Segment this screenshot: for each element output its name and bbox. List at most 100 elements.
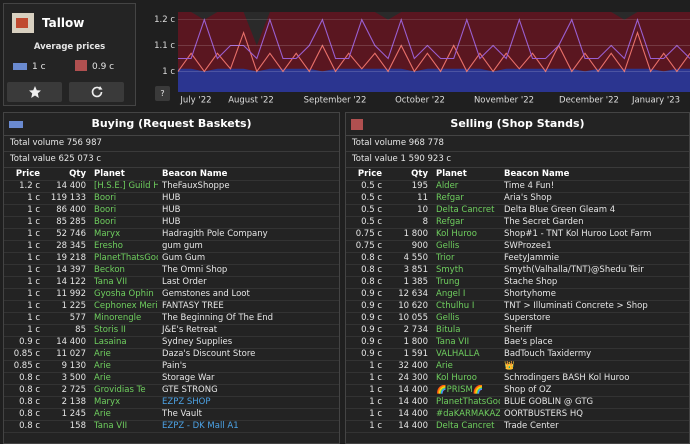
order-row: 0.9 c12 634Angel IShortyhome bbox=[346, 289, 689, 301]
order-row: 0.8 c3 500ArieStorage War bbox=[4, 373, 339, 385]
price: 1 c bbox=[346, 409, 386, 421]
order-row: 0.85 c9 130AriePain's bbox=[4, 361, 339, 373]
panel-title: Buying (Request Baskets) bbox=[4, 113, 339, 136]
price: 0.85 c bbox=[4, 361, 44, 373]
order-row: 1 c119 133BooriHUB bbox=[4, 193, 339, 205]
order-row: 1 c52 746MaryxHadragith Pole Company bbox=[4, 229, 339, 241]
planet: Arie bbox=[90, 373, 158, 385]
quantity: 2 725 bbox=[44, 385, 90, 397]
beacon: Shop#1 - TNT Kol Huroo Loot Farm bbox=[500, 229, 689, 241]
order-row: 0.8 c1 385TrungStache Shop bbox=[346, 277, 689, 289]
page: Tallow market { "item": {"name": "Tallow… bbox=[0, 0, 690, 435]
favorite-button[interactable] bbox=[7, 82, 62, 102]
beacon: Last Order bbox=[158, 277, 339, 289]
quantity: 3 851 bbox=[386, 265, 432, 277]
planet: Arie bbox=[90, 349, 158, 361]
quantity: 1 225 bbox=[44, 301, 90, 313]
quantity: 2 138 bbox=[44, 397, 90, 409]
price: 1 c bbox=[4, 241, 44, 253]
order-row: 1 c19 218PlanetThatsGoodGum Gum bbox=[4, 253, 339, 265]
planet: #daKARMAKAZI bbox=[432, 409, 500, 421]
price: 0.5 c bbox=[346, 205, 386, 217]
quantity: 577 bbox=[44, 313, 90, 325]
planet: Angel I bbox=[432, 289, 500, 301]
price: 0.9 c bbox=[346, 325, 386, 337]
price: 0.8 c bbox=[4, 409, 44, 421]
order-row: 1 c24 300Kol HurooSchrodingers BASH Kol … bbox=[346, 373, 689, 385]
order-row: 0.8 c2 725Grovidias TeGTE STRONG bbox=[4, 385, 339, 397]
beacon: BadTouch Taxidermy bbox=[500, 349, 689, 361]
buy-average: 1 c bbox=[32, 62, 46, 72]
planet: Maryx bbox=[90, 229, 158, 241]
beacon: Gum Gum bbox=[158, 253, 339, 265]
planet: Refgar bbox=[432, 217, 500, 229]
panel-title-text: Selling (Shop Stands) bbox=[450, 117, 584, 130]
price: 0.8 c bbox=[4, 421, 44, 433]
order-row: 1 c1 225Cephonex MerikaFANTASY TREE bbox=[4, 301, 339, 313]
planet: Maryx bbox=[90, 397, 158, 409]
order-row: 0.8 c158Tana VIIEZPZ - DK Mall A1 bbox=[4, 421, 339, 433]
beacon: FeetyJammie bbox=[500, 253, 689, 265]
order-row: 1 c14 400Delta CancretTrade Center bbox=[346, 421, 689, 433]
quantity: 14 122 bbox=[44, 277, 90, 289]
planet: Tana VII bbox=[90, 277, 158, 289]
planet: Beckon bbox=[90, 265, 158, 277]
price: 0.9 c bbox=[346, 349, 386, 361]
planet: Gellis bbox=[432, 241, 500, 253]
quantity: 85 bbox=[44, 325, 90, 337]
help-button[interactable]: ? bbox=[155, 86, 170, 101]
quantity: 11 027 bbox=[44, 349, 90, 361]
planet: Gyosha Ophin bbox=[90, 289, 158, 301]
price-chart: 1 c1.1 c1.2 cJuly '22August '22September… bbox=[148, 6, 690, 108]
beacon: The Beginning Of The End bbox=[158, 313, 339, 325]
beacon: Time 4 Fun! bbox=[500, 181, 689, 193]
price: 0.75 c bbox=[346, 241, 386, 253]
planet: Trung bbox=[432, 277, 500, 289]
order-row: 0.8 c3 851SmythSmyth(Valhalla/TNT)@Shedu… bbox=[346, 265, 689, 277]
planet: Delta Cancret bbox=[432, 421, 500, 433]
quantity: 8 bbox=[386, 217, 432, 229]
order-row: 0.9 c2 734BitulaSheriff bbox=[346, 325, 689, 337]
quantity: 12 634 bbox=[386, 289, 432, 301]
planet: Arie bbox=[90, 409, 158, 421]
quantity: 10 620 bbox=[386, 301, 432, 313]
x-tick-label: September '22 bbox=[304, 96, 367, 106]
price: 0.5 c bbox=[346, 193, 386, 205]
beacon: Daza's Discount Store bbox=[158, 349, 339, 361]
order-row: 1 c85Storis IIJ&E's Retreat bbox=[4, 325, 339, 337]
planet: Kol Huroo bbox=[432, 229, 500, 241]
order-row: 1.2 c14 400[H.S.E.] Guild HQTheFauxShopp… bbox=[4, 181, 339, 193]
quantity: 14 397 bbox=[44, 265, 90, 277]
quantity: 14 400 bbox=[386, 421, 432, 433]
order-row: 1 c85 285BooriHUB bbox=[4, 217, 339, 229]
beacon: BLUE GOBLIN @ GTG bbox=[500, 397, 689, 409]
order-row: 0.5 c8RefgarThe Secret Garden bbox=[346, 217, 689, 229]
price: 0.9 c bbox=[4, 337, 44, 349]
beacon: Hadragith Pole Company bbox=[158, 229, 339, 241]
column-header: Price bbox=[346, 168, 386, 181]
quantity: 14 400 bbox=[386, 409, 432, 421]
beacon: Shortyhome bbox=[500, 289, 689, 301]
beacon: TNT > Illuminati Concrete > Shop bbox=[500, 301, 689, 313]
planet: Gellis bbox=[432, 313, 500, 325]
price: 1 c bbox=[4, 217, 44, 229]
quantity: 86 400 bbox=[44, 205, 90, 217]
column-header: Planet bbox=[90, 168, 158, 181]
quantity: 1 245 bbox=[44, 409, 90, 421]
buy-icon bbox=[12, 60, 28, 72]
sell-average: 0.9 c bbox=[92, 62, 114, 72]
quantity: 1 385 bbox=[386, 277, 432, 289]
quantity: 11 bbox=[386, 193, 432, 205]
column-header: Qty bbox=[386, 168, 432, 181]
quantity: 900 bbox=[386, 241, 432, 253]
planet: Cephonex Merika bbox=[90, 301, 158, 313]
beacon: GTE STRONG bbox=[158, 385, 339, 397]
price: 1 c bbox=[4, 289, 44, 301]
beacon: FANTASY TREE bbox=[158, 301, 339, 313]
order-row: 1 c32 400Arie👑 bbox=[346, 361, 689, 373]
order-row: 0.9 c1 591VALHALLABadTouch Taxidermy bbox=[346, 349, 689, 361]
quantity: 28 345 bbox=[44, 241, 90, 253]
x-tick-label: July '22 bbox=[179, 96, 211, 106]
refresh-button[interactable] bbox=[69, 82, 124, 102]
order-row: 0.5 c195AlderTime 4 Fun! bbox=[346, 181, 689, 193]
